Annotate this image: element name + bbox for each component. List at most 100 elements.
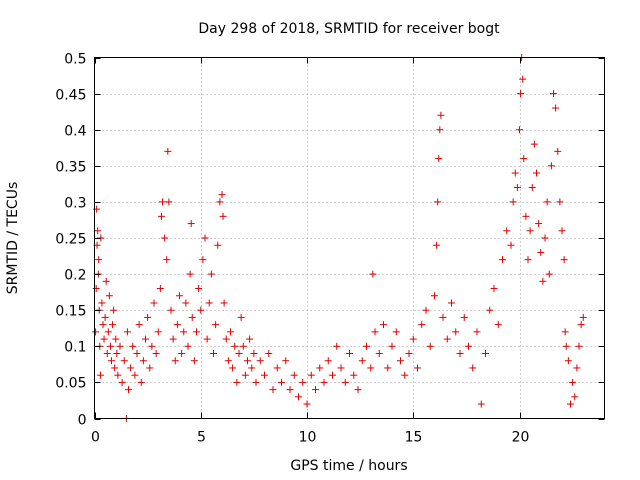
- data-point: [103, 350, 111, 358]
- data-point: [197, 306, 205, 314]
- data-point: [201, 234, 209, 242]
- data-point: [547, 162, 555, 170]
- data-point: [235, 350, 243, 358]
- data-point: [114, 371, 122, 379]
- data-point: [295, 393, 302, 401]
- data-point: [363, 342, 370, 350]
- data-point: [190, 357, 198, 365]
- data-point: [516, 126, 523, 134]
- data-point: [241, 371, 249, 379]
- data-point: [530, 140, 538, 148]
- data-points: [92, 54, 587, 422]
- data-point: [195, 285, 203, 293]
- data-point: [169, 335, 177, 343]
- data-point: [511, 169, 519, 177]
- data-point: [384, 364, 392, 372]
- data-point: [477, 400, 485, 408]
- data-point: [250, 350, 258, 358]
- data-point: [123, 328, 131, 336]
- data-point: [210, 350, 217, 358]
- data-point: [273, 364, 281, 372]
- data-point: [533, 169, 540, 177]
- data-point: [278, 378, 285, 386]
- data-point: [176, 292, 183, 300]
- data-point: [354, 386, 362, 394]
- data-point: [375, 350, 383, 358]
- data-point: [164, 147, 172, 155]
- data-point: [133, 350, 141, 358]
- data-point: [161, 234, 169, 242]
- data-point: [539, 277, 547, 285]
- data-point: [456, 350, 464, 358]
- data-point: [187, 220, 195, 228]
- x-tick-label: 10: [299, 430, 317, 446]
- data-point: [448, 299, 455, 307]
- data-point: [111, 364, 119, 372]
- data-point: [101, 313, 109, 321]
- data-point: [105, 292, 113, 300]
- data-point: [554, 147, 562, 155]
- data-point: [443, 335, 451, 343]
- data-point: [499, 256, 506, 264]
- data-point: [465, 342, 472, 350]
- data-point: [102, 277, 110, 285]
- data-point: [205, 299, 213, 307]
- data-point: [369, 270, 377, 278]
- data-point: [312, 386, 319, 394]
- data-point: [452, 328, 460, 336]
- data-point: [108, 357, 115, 365]
- data-point: [220, 299, 228, 307]
- data-point: [137, 378, 145, 386]
- data-point: [341, 378, 349, 386]
- data-point: [490, 285, 498, 293]
- data-point: [214, 241, 222, 249]
- grid: [94, 57, 605, 419]
- data-point: [110, 306, 118, 314]
- data-point: [545, 270, 553, 278]
- data-point: [184, 342, 192, 350]
- data-point: [104, 328, 112, 336]
- data-point: [100, 335, 108, 343]
- data-point: [112, 335, 120, 343]
- data-point: [350, 371, 358, 379]
- data-point: [426, 342, 434, 350]
- data-point: [579, 313, 587, 321]
- data-point: [577, 321, 585, 329]
- data-point: [405, 350, 413, 358]
- data-point: [299, 378, 307, 386]
- data-point: [239, 342, 247, 350]
- data-point: [116, 342, 124, 350]
- data-point: [575, 342, 583, 350]
- data-point: [561, 328, 569, 336]
- x-tick-label: 20: [512, 430, 530, 446]
- data-point: [180, 328, 188, 336]
- y-tick-label: 0.35: [55, 160, 86, 176]
- data-point: [573, 364, 581, 372]
- data-point: [436, 126, 444, 134]
- data-point: [188, 313, 196, 321]
- data-point: [392, 328, 400, 336]
- y-axis-label: SRMTID / TECUs: [5, 182, 21, 295]
- data-point: [248, 364, 256, 372]
- data-point: [261, 371, 268, 379]
- y-tick-label: 0.2: [64, 268, 86, 284]
- data-point: [182, 299, 190, 307]
- data-point: [320, 378, 328, 386]
- data-point: [224, 357, 232, 365]
- data-point: [106, 342, 114, 350]
- data-point: [150, 299, 158, 307]
- data-point: [371, 328, 379, 336]
- data-point: [316, 364, 324, 372]
- data-point: [437, 111, 445, 119]
- data-point: [142, 335, 149, 343]
- data-point: [229, 364, 237, 372]
- data-point: [482, 350, 489, 358]
- data-point: [543, 198, 551, 206]
- data-point: [233, 378, 241, 386]
- data-point: [567, 400, 574, 408]
- chart-title: Day 298 of 2018, SRMTID for receiver bog…: [198, 21, 500, 37]
- data-point: [564, 357, 572, 365]
- data-point: [517, 90, 525, 98]
- y-tick-label: 0: [78, 413, 87, 429]
